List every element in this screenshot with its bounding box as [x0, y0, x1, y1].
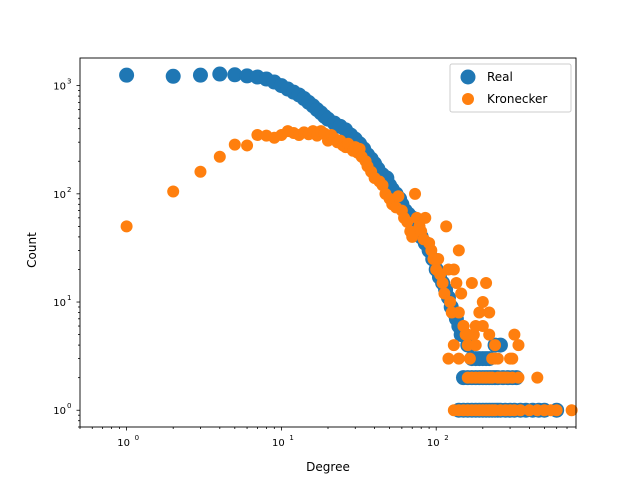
data-point [508, 328, 521, 341]
y-tick-exponent: 1 [67, 294, 71, 302]
data-point [455, 287, 468, 300]
y-tick-label: 10 [53, 406, 66, 417]
y-tick-exponent: 0 [67, 402, 71, 410]
data-point [480, 276, 493, 289]
data-point [192, 67, 208, 83]
data-point [436, 276, 449, 289]
data-point [512, 339, 525, 352]
data-point [440, 220, 453, 233]
data-point [251, 128, 264, 141]
data-point [483, 328, 496, 341]
legend-label-kronecker: Kronecker [487, 92, 547, 106]
data-point [531, 371, 544, 384]
plot-area [119, 66, 578, 418]
data-point [392, 190, 405, 203]
data-point [489, 352, 502, 365]
x-tick-label: 10 [272, 438, 285, 449]
data-point [419, 211, 432, 224]
x-tick-exponent: 1 [289, 434, 293, 442]
data-point [212, 66, 228, 82]
legend: Real Kronecker [449, 63, 572, 113]
y-tick-exponent: 2 [67, 186, 71, 194]
series-kronecker [120, 125, 578, 417]
data-point [120, 220, 133, 233]
data-point [406, 230, 419, 243]
data-point [227, 67, 243, 83]
data-point [450, 276, 463, 289]
data-point [452, 306, 465, 319]
data-point [442, 352, 455, 365]
data-point [476, 296, 489, 309]
legend-marker-kronecker [462, 93, 474, 105]
data-point [469, 320, 482, 333]
x-axis-label: Degree [306, 460, 350, 474]
data-point [452, 352, 465, 365]
data-point [438, 287, 451, 300]
data-point [228, 138, 241, 151]
x-tick-exponent: 0 [135, 434, 139, 442]
data-point [241, 139, 254, 152]
y-tick-label: 10 [53, 190, 66, 201]
data-point [463, 352, 476, 365]
data-point [452, 244, 465, 257]
data-point [447, 263, 460, 276]
y-tick-label: 10 [53, 82, 66, 93]
data-point [165, 68, 181, 84]
data-point [213, 150, 226, 163]
y-axis-label: Count [25, 232, 39, 268]
data-point [465, 276, 478, 289]
y-tick-label: 10 [53, 298, 66, 309]
legend-label-real: Real [487, 70, 513, 84]
data-point [461, 328, 474, 341]
x-tick-label: 10 [117, 438, 130, 449]
data-point [473, 306, 486, 319]
data-point [194, 165, 207, 178]
y-tick-exponent: 3 [67, 78, 71, 86]
data-point [401, 215, 414, 228]
data-point [469, 339, 482, 352]
legend-marker-real [460, 69, 476, 85]
x-tick-exponent: 2 [444, 434, 448, 442]
data-point [506, 352, 519, 365]
data-point [447, 339, 460, 352]
x-tick-label: 10 [427, 438, 440, 449]
axes: 10 0 10 1 10 210 010 110 210 3 [53, 57, 577, 449]
data-point [550, 404, 563, 417]
legend-box [449, 63, 572, 113]
data-point [565, 404, 578, 417]
data-point [514, 404, 527, 417]
data-point [444, 296, 457, 309]
data-point [512, 371, 525, 384]
data-point [489, 339, 502, 352]
data-point [167, 185, 180, 198]
data-point [432, 252, 445, 265]
data-point [409, 187, 422, 200]
data-point [483, 306, 496, 319]
data-point [119, 67, 135, 83]
